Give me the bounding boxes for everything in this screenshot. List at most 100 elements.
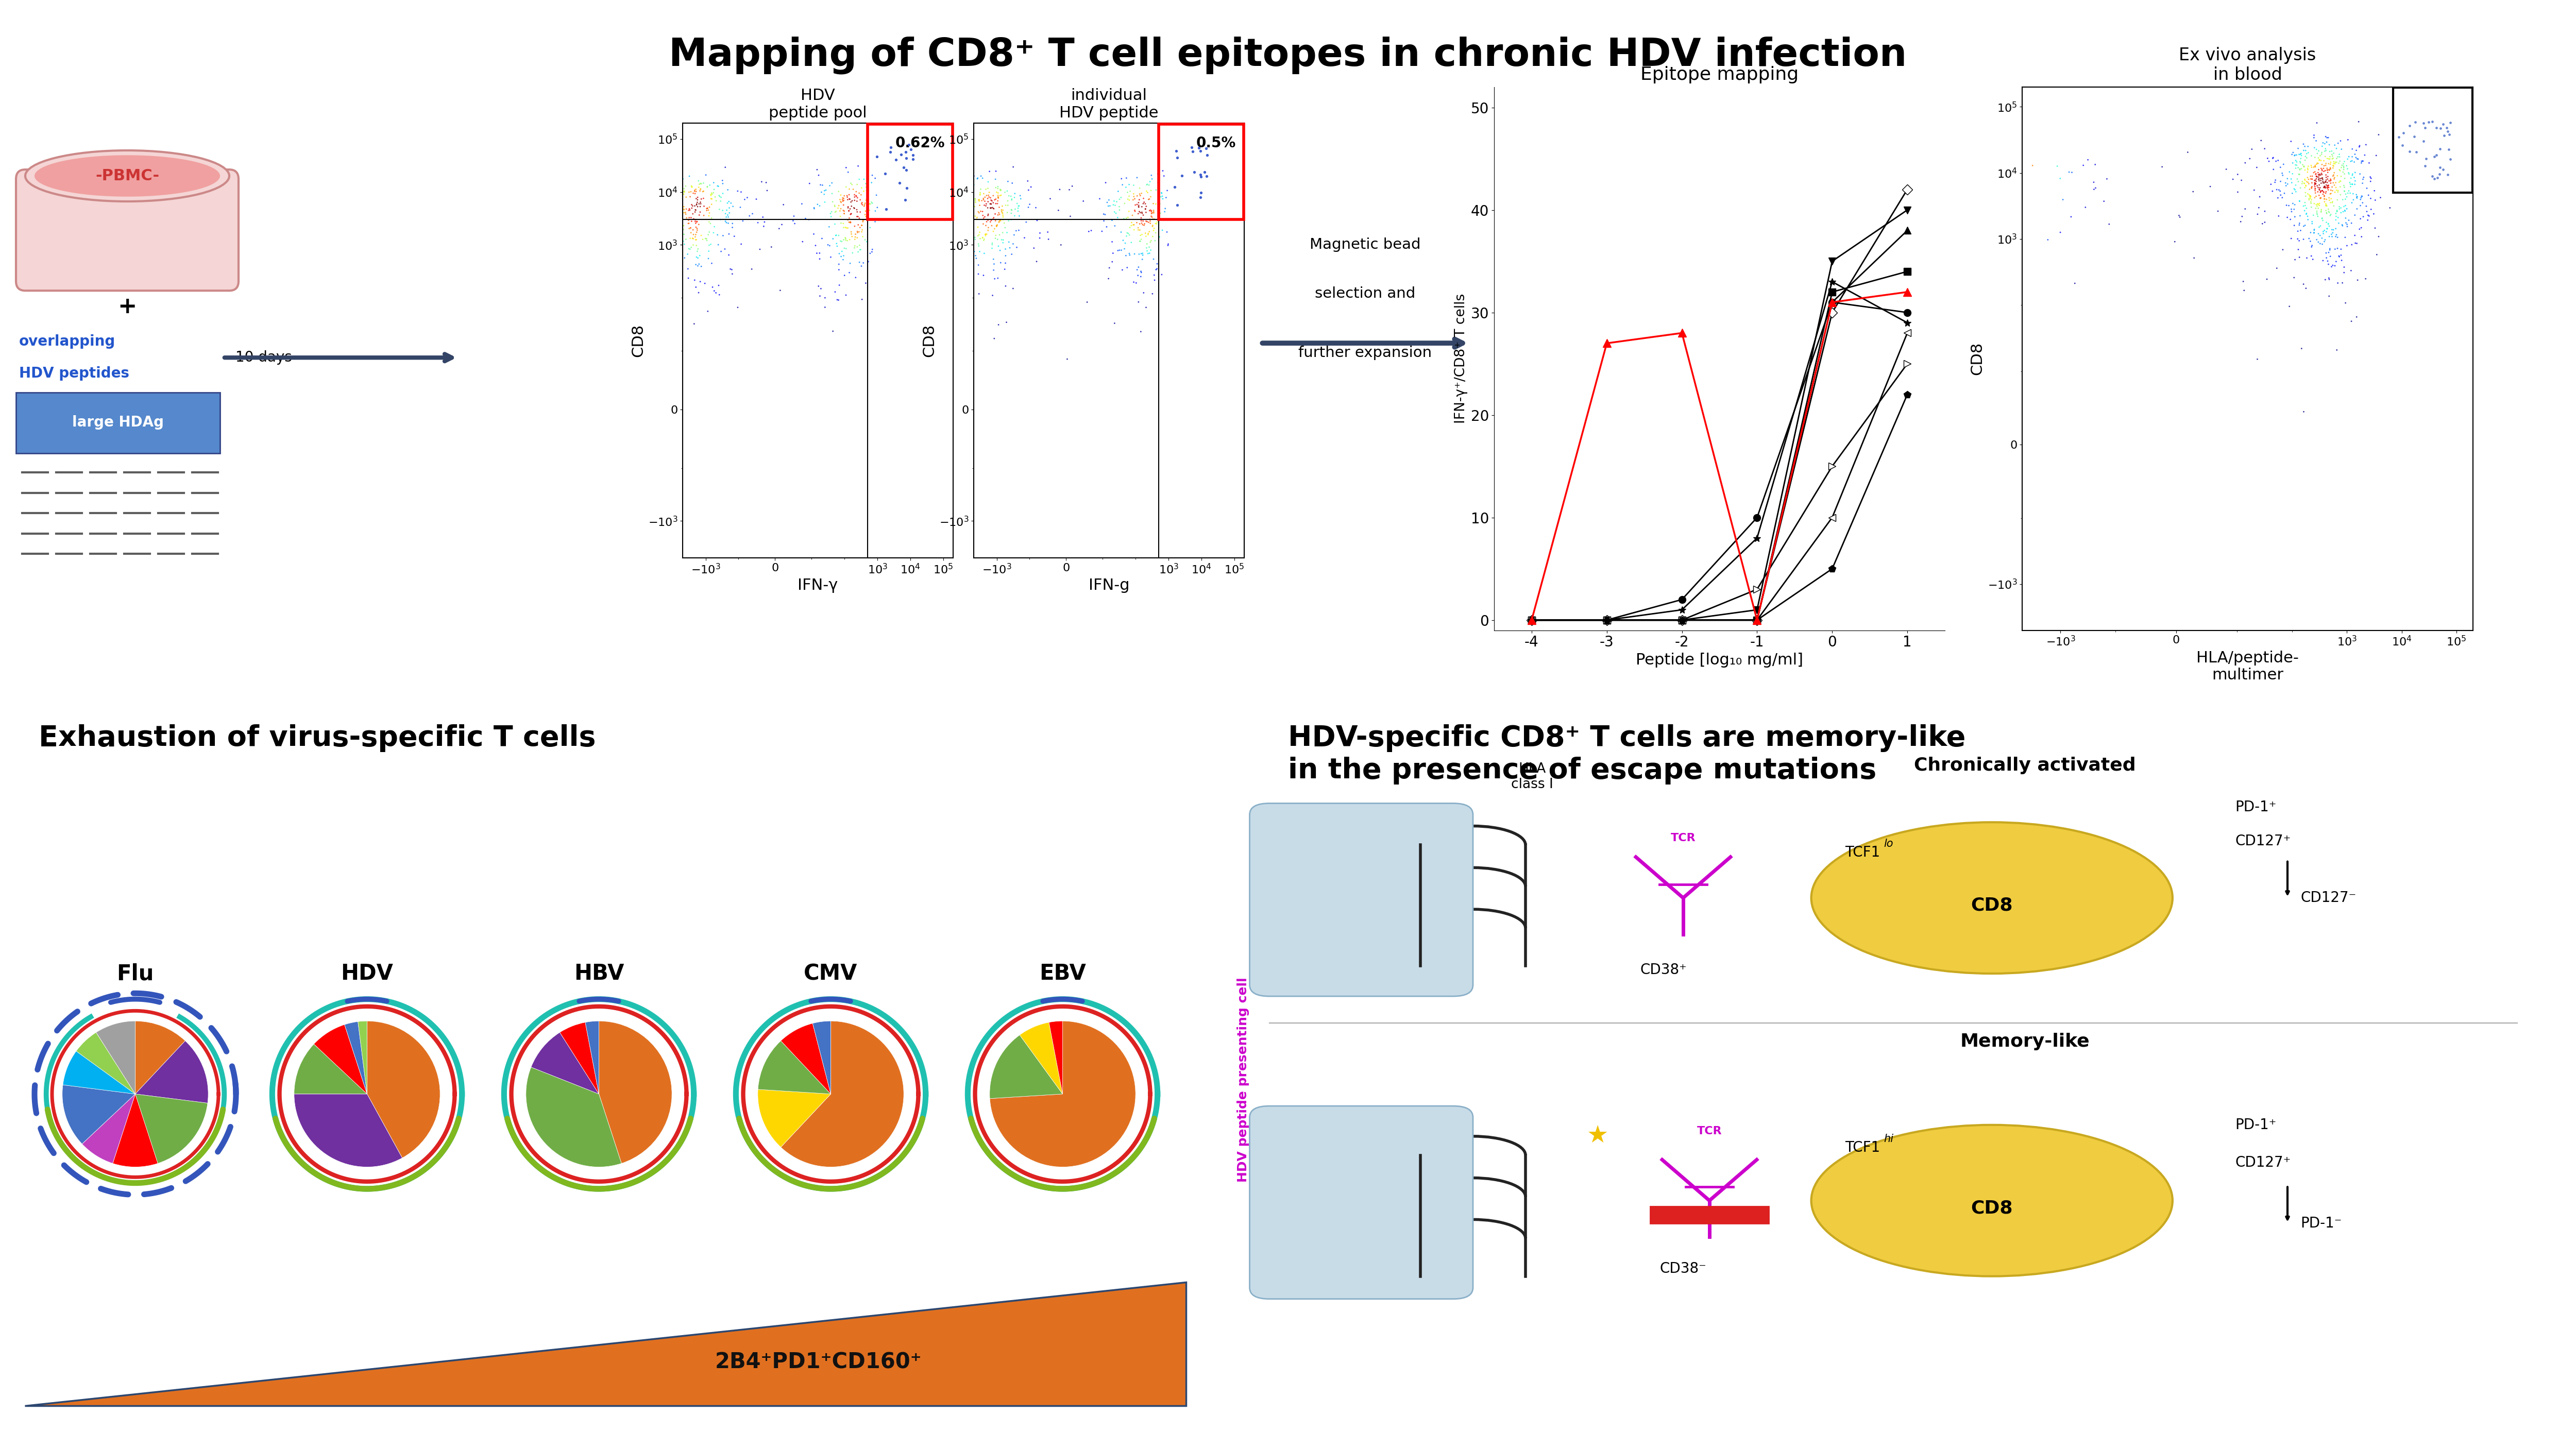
Point: [2295, 201, 2336, 225]
Point: [2277, 170, 2318, 193]
Point: [665, 201, 706, 225]
Point: [672, 223, 714, 246]
Point: [2257, 149, 2298, 172]
Point: [2303, 187, 2344, 210]
Point: [2311, 139, 2352, 162]
Point: [974, 191, 1015, 214]
Point: [1123, 213, 1164, 236]
Point: [956, 246, 997, 270]
Point: [2275, 193, 2316, 216]
Point: [845, 200, 886, 223]
Point: [979, 178, 1020, 201]
Point: [675, 223, 716, 246]
Point: [2298, 193, 2339, 216]
Point: [966, 194, 1007, 217]
Point: [670, 216, 711, 239]
Point: [665, 201, 706, 225]
Point: [2427, 116, 2468, 139]
Point: [2326, 197, 2367, 220]
Point: [824, 227, 866, 251]
Point: [958, 220, 999, 243]
Ellipse shape: [26, 151, 229, 201]
Point: [2311, 168, 2352, 191]
Point: [796, 193, 837, 216]
Point: [2316, 199, 2357, 222]
Point: [824, 264, 866, 287]
Point: [680, 243, 721, 267]
Point: [827, 209, 868, 232]
Point: [698, 283, 739, 306]
Point: [2318, 175, 2360, 199]
Point: [2293, 165, 2334, 188]
Point: [2251, 172, 2293, 196]
Point: [711, 212, 752, 235]
Point: [2303, 175, 2344, 199]
Wedge shape: [585, 1022, 600, 1094]
Title: HDV
peptide pool: HDV peptide pool: [768, 88, 868, 120]
Point: [1123, 191, 1164, 214]
Point: [2300, 187, 2342, 210]
Point: [708, 243, 750, 267]
Point: [670, 165, 711, 188]
Point: [976, 267, 1018, 290]
Wedge shape: [137, 1094, 209, 1164]
Point: [2290, 229, 2331, 252]
Point: [824, 229, 866, 252]
Point: [796, 158, 837, 181]
Point: [2298, 161, 2339, 184]
Point: [963, 207, 1005, 230]
Point: [688, 175, 729, 199]
Point: [951, 238, 992, 261]
Point: [2298, 165, 2339, 188]
Point: [889, 133, 930, 156]
Point: [2311, 223, 2352, 246]
Point: [1139, 201, 1180, 225]
Wedge shape: [358, 1022, 368, 1094]
Point: [2300, 226, 2342, 249]
Point: [2272, 191, 2313, 214]
Point: [2324, 162, 2365, 185]
Point: [829, 220, 871, 243]
Point: [2313, 181, 2354, 204]
Point: [2318, 197, 2360, 220]
Point: [706, 203, 747, 226]
Point: [688, 223, 729, 246]
Point: [976, 181, 1018, 204]
Point: [2311, 204, 2352, 227]
Point: [2414, 145, 2455, 168]
Point: [2313, 194, 2354, 217]
Point: [672, 175, 714, 199]
Point: [974, 203, 1015, 226]
Point: [2421, 113, 2463, 136]
Point: [2282, 272, 2324, 296]
Point: [2190, 175, 2231, 199]
Point: [2275, 156, 2316, 180]
Point: [1118, 229, 1159, 252]
Point: [956, 187, 997, 210]
Point: [680, 191, 721, 214]
Point: [2357, 123, 2398, 146]
Point: [953, 194, 994, 217]
Point: [2306, 188, 2347, 212]
Point: [2306, 170, 2347, 193]
Point: [987, 310, 1028, 333]
Point: [2313, 219, 2354, 242]
Point: [714, 225, 755, 248]
Point: [2321, 156, 2362, 180]
Point: [842, 288, 884, 312]
Point: [837, 220, 878, 243]
Point: [819, 258, 860, 281]
Point: [670, 222, 711, 245]
Point: [832, 178, 873, 201]
Point: [2321, 243, 2362, 267]
Title: Epitope mapping: Epitope mapping: [1641, 65, 1798, 84]
Point: [2300, 170, 2342, 193]
Point: [2347, 184, 2388, 207]
Point: [824, 175, 866, 199]
Point: [2308, 188, 2349, 212]
Point: [675, 225, 716, 248]
Point: [2298, 152, 2339, 175]
Point: [2306, 246, 2347, 270]
Point: [992, 209, 1033, 232]
Point: [969, 216, 1010, 239]
